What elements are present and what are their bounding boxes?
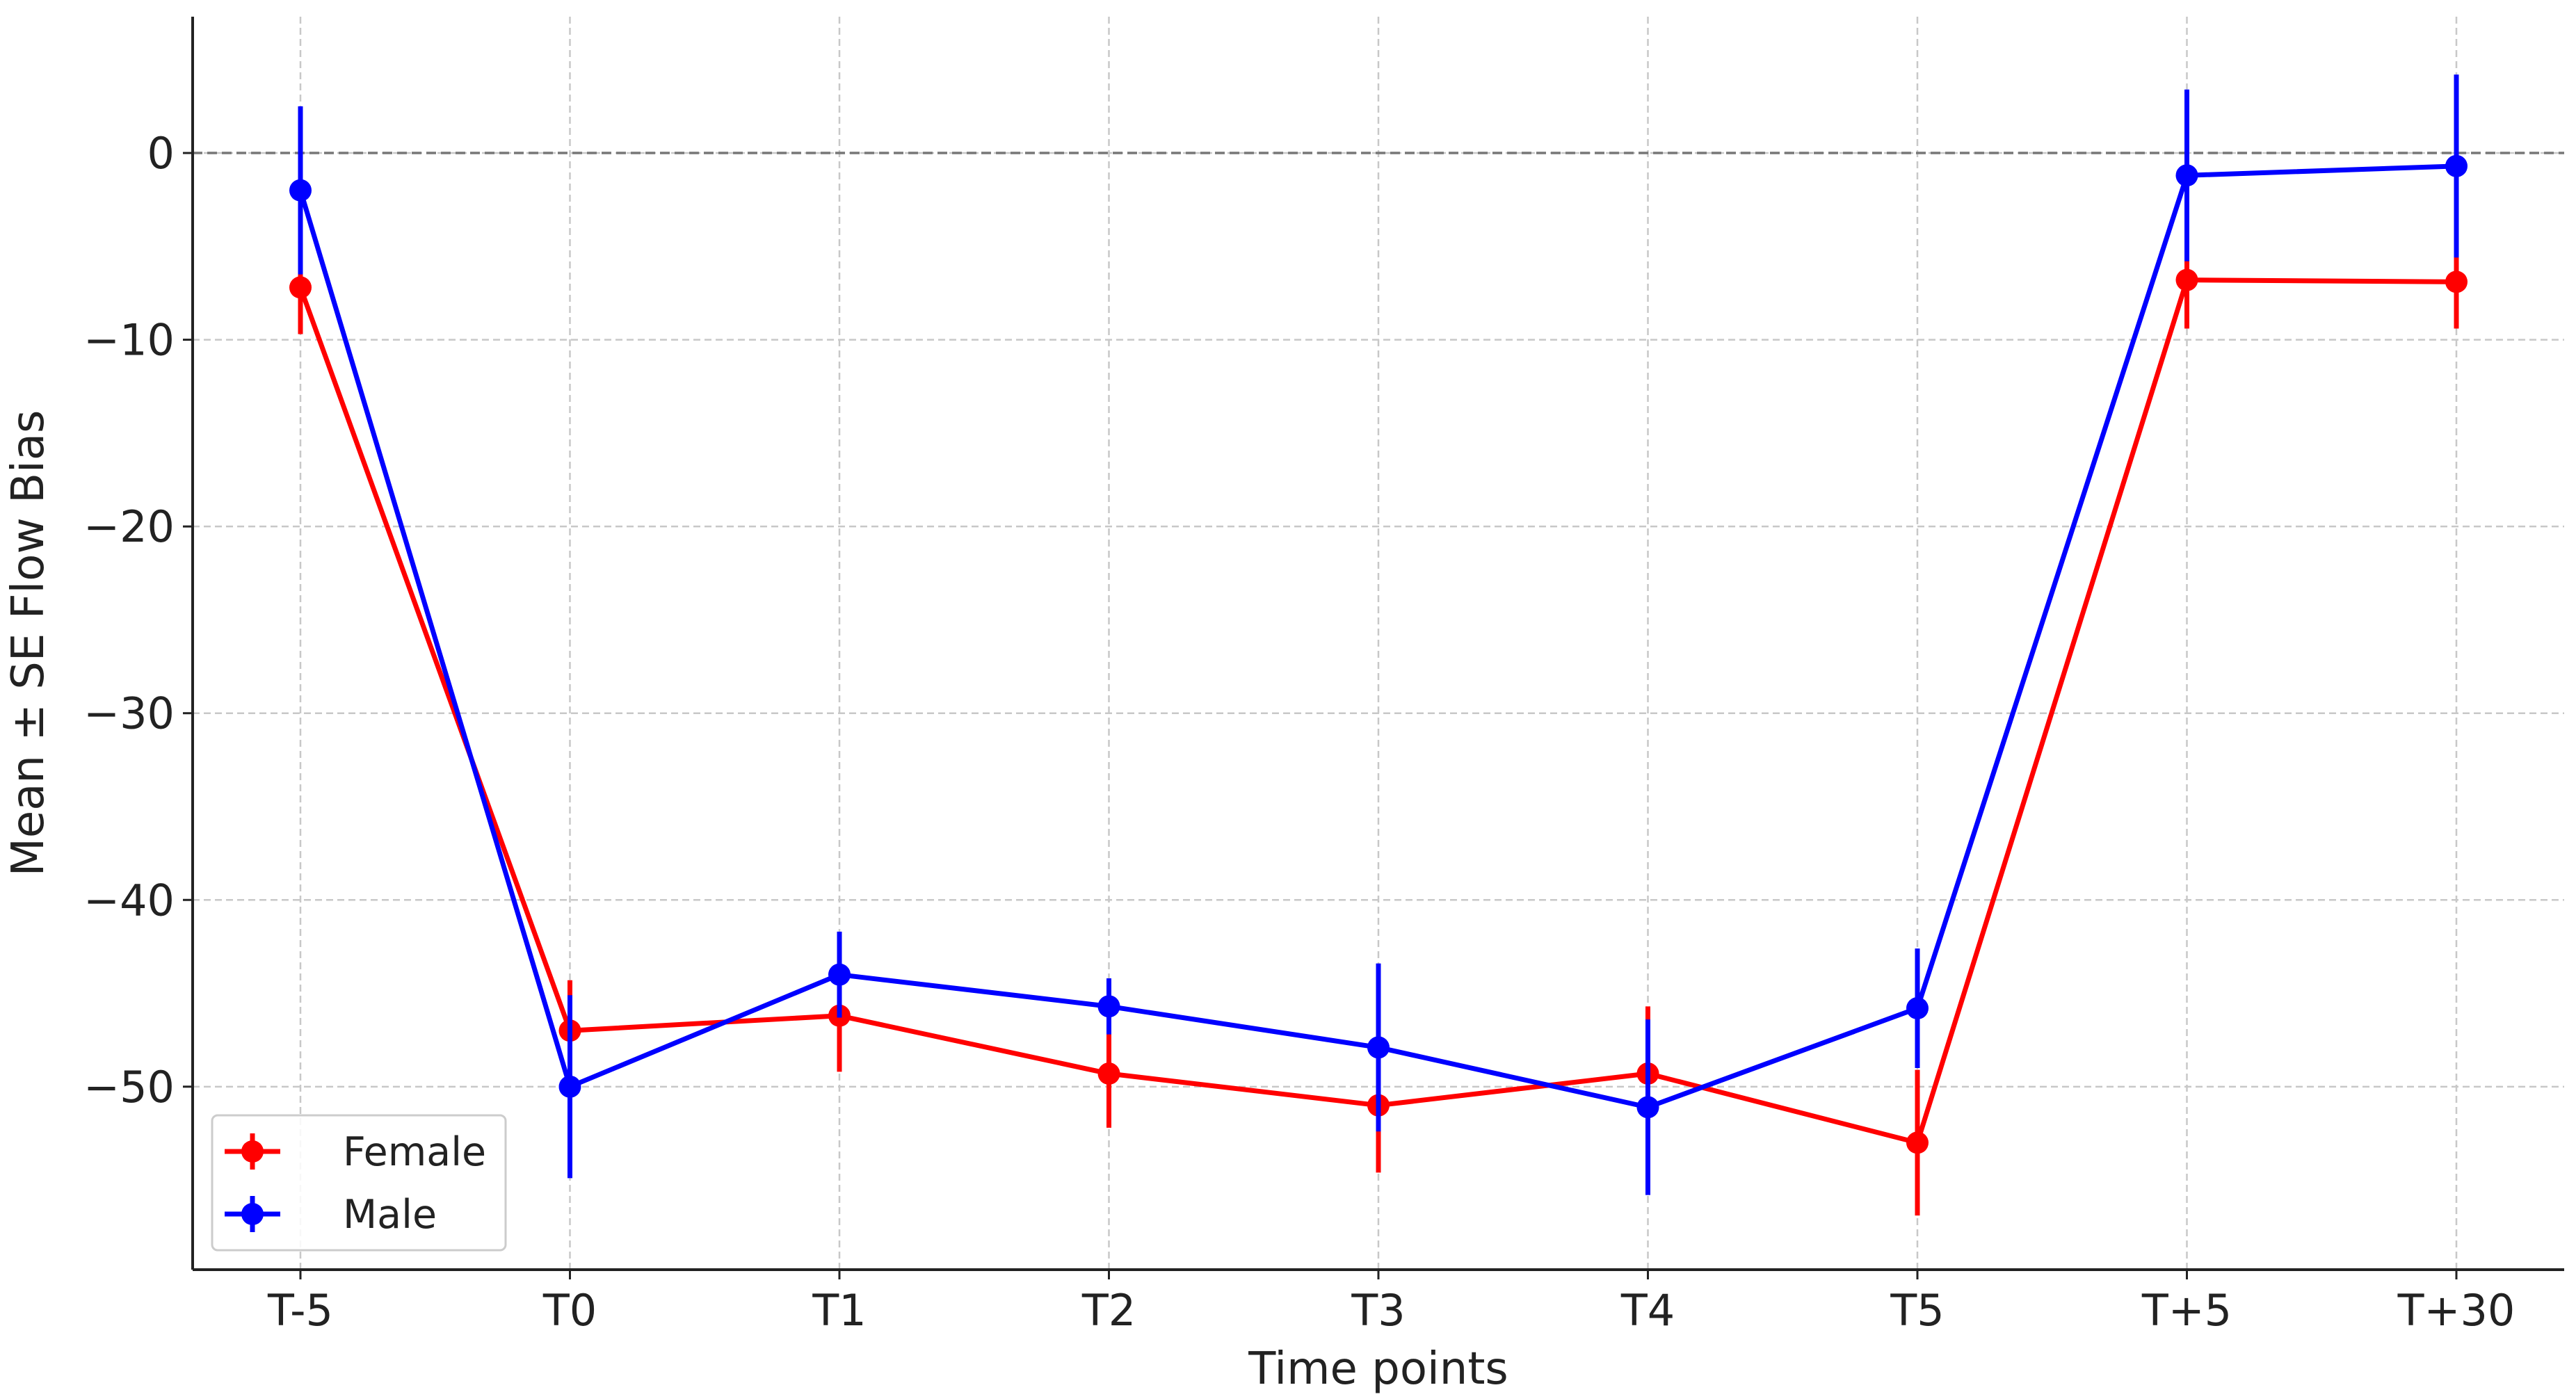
marker <box>558 1075 581 1098</box>
y-tick-label: −10 <box>83 315 175 366</box>
x-tick-label: T4 <box>1620 1285 1675 1336</box>
y-tick-label: −40 <box>83 875 175 925</box>
x-tick-label: T1 <box>812 1285 866 1336</box>
marker <box>2175 164 2198 187</box>
marker <box>2445 270 2468 293</box>
x-tick-label: T0 <box>542 1285 597 1336</box>
marker <box>1906 1131 1929 1154</box>
marker <box>289 276 312 299</box>
x-axis-label: Time points <box>1248 1343 1508 1395</box>
marker <box>1097 1062 1120 1085</box>
marker <box>2175 268 2198 291</box>
y-axis-label: Mean ± SE Flow Bias <box>3 410 54 877</box>
marker <box>1367 1036 1390 1059</box>
y-tick-label: 0 <box>147 128 175 179</box>
y-tick-label: −20 <box>83 501 175 552</box>
marker <box>1636 1096 1659 1119</box>
marker <box>2445 154 2468 177</box>
marker <box>1097 995 1120 1018</box>
x-tick-label: T5 <box>1890 1285 1944 1336</box>
y-tick-label: −50 <box>83 1062 175 1113</box>
marker <box>828 963 851 986</box>
legend-marker <box>241 1140 264 1163</box>
legend-label: Male <box>343 1192 437 1238</box>
legend-label: Female <box>343 1129 486 1175</box>
x-tick-label: T+5 <box>2141 1285 2232 1336</box>
y-tick-label: −30 <box>83 688 175 739</box>
legend-box <box>211 1114 507 1252</box>
marker <box>289 179 312 202</box>
x-tick-label: T2 <box>1081 1285 1136 1336</box>
marker <box>1906 997 1929 1020</box>
x-tick-label: T3 <box>1351 1285 1405 1336</box>
x-tick-label: T+30 <box>2397 1285 2515 1336</box>
x-tick-label: T-5 <box>267 1285 333 1336</box>
legend-marker <box>241 1203 264 1225</box>
